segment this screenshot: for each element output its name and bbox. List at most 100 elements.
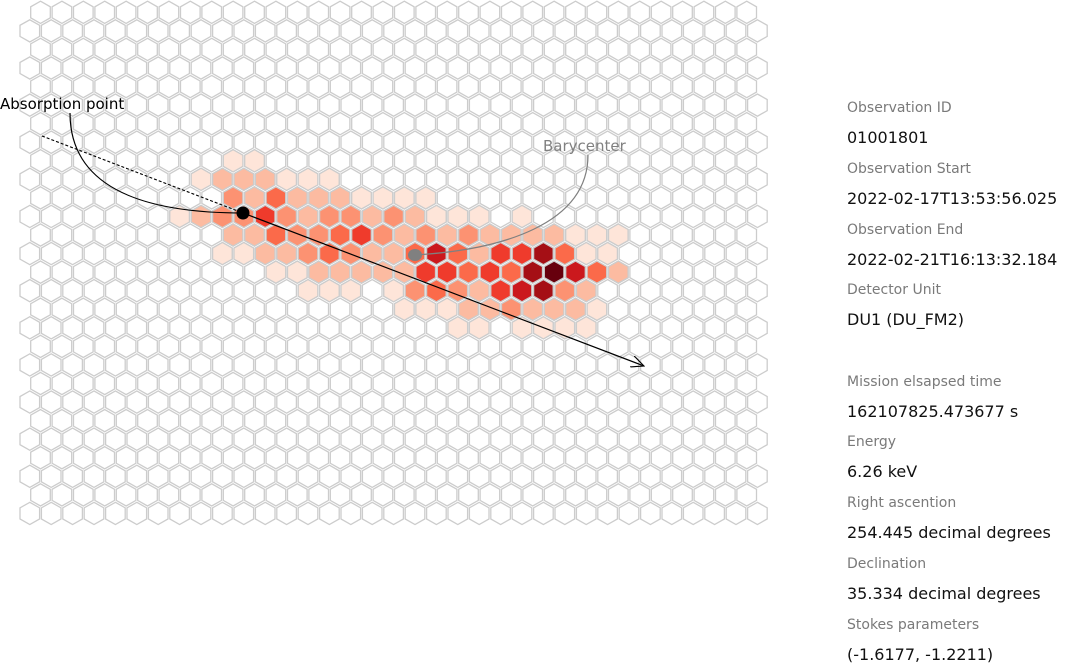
detector-pixel (126, 353, 148, 377)
detector-pixel (83, 501, 105, 526)
detector-pixel (329, 334, 351, 359)
track-pixel (169, 204, 191, 229)
detector-pixel (532, 204, 554, 229)
track-pixel (351, 260, 372, 284)
detector-pixel (618, 93, 640, 117)
detector-pixel (158, 445, 180, 470)
detector-pixel (254, 390, 276, 414)
detector-pixel (618, 427, 640, 452)
detector-pixel (425, 130, 447, 155)
detector-pixel (415, 148, 437, 173)
detector-pixel (736, 445, 758, 470)
detector-pixel (137, 186, 158, 210)
detector-pixel (40, 278, 62, 303)
detector-pixel (479, 371, 501, 396)
detector-pixel (672, 408, 693, 433)
detector-pixel (511, 501, 533, 526)
detector-pixel (458, 111, 479, 136)
track-pixel (415, 186, 437, 210)
detector-pixel (158, 297, 180, 322)
detector-pixel (575, 56, 597, 80)
detector-pixel (147, 130, 169, 155)
detector-pixel (661, 241, 683, 266)
track-pixel (543, 297, 565, 322)
detector-pixel (169, 93, 191, 117)
detector-pixel (286, 483, 308, 507)
detector-pixel (62, 130, 84, 155)
detector-pixel (40, 353, 62, 377)
detector-pixel (682, 353, 704, 377)
detector-pixel (276, 93, 298, 117)
detector-pixel (83, 278, 105, 303)
detector-pixel (94, 111, 116, 136)
detector-pixel (447, 56, 469, 80)
detector-pixel (629, 111, 651, 136)
detector-pixel (104, 130, 126, 155)
detector-pixel (415, 111, 437, 136)
detector-pixel (704, 464, 726, 489)
detector-pixel (704, 501, 726, 526)
detector-pixel (490, 130, 512, 155)
detector-pixel (137, 260, 158, 284)
track-pixel (575, 278, 597, 303)
detector-pixel (222, 74, 244, 99)
detector-pixel (597, 19, 619, 43)
detector-pixel (532, 56, 554, 80)
detector-pixel (126, 501, 148, 526)
detector-pixel (736, 148, 758, 173)
detector-pixel (104, 204, 126, 229)
detector-pixel (72, 260, 94, 284)
track-pixel (458, 223, 479, 247)
detector-pixel (746, 204, 768, 229)
detector-pixel (543, 445, 565, 470)
detector-pixel (736, 483, 758, 507)
detector-pixel (575, 390, 597, 414)
detector-pixel (415, 445, 437, 470)
detector-pixel (190, 278, 212, 303)
detector-pixel (672, 148, 693, 173)
detector-pixel (736, 37, 758, 62)
detector-pixel (468, 390, 490, 414)
detector-pixel (650, 334, 672, 359)
detector-pixel (233, 93, 255, 117)
detector-pixel (30, 74, 51, 99)
detector-pixel (522, 111, 544, 136)
detector-pixel (201, 74, 223, 99)
detector-pixel (19, 315, 41, 340)
detector-pixel (543, 186, 565, 210)
detector-pixel (137, 371, 158, 396)
detector-pixel (265, 37, 287, 62)
detector-pixel (393, 483, 415, 507)
track-pixel (447, 315, 469, 340)
detector-pixel (286, 0, 308, 25)
track-pixel (286, 223, 308, 247)
detector-pixel (83, 204, 105, 229)
detector-pixel (254, 56, 276, 80)
track-pixel (276, 167, 298, 192)
detector-pixel (672, 371, 693, 396)
track-pixel (404, 278, 426, 303)
detector-pixel (115, 111, 137, 136)
detector-pixel (308, 408, 330, 433)
detector-pixel (51, 148, 73, 173)
detector-pixel (404, 464, 426, 489)
detector-pixel (607, 371, 629, 396)
detector-pixel (351, 111, 372, 136)
detector-pixel (126, 464, 148, 489)
track-pixel (511, 204, 533, 229)
detector-pixel (565, 445, 586, 470)
detector-pixel (372, 74, 394, 99)
detector-pixel (543, 111, 565, 136)
detector-pixel (137, 297, 158, 322)
detector-pixel (607, 483, 629, 507)
detector-pixel (286, 297, 308, 322)
track-pixel (554, 278, 576, 303)
detector-pixel (532, 501, 554, 526)
detector-pixel (340, 427, 362, 452)
detector-pixel (126, 427, 148, 452)
detector-pixel (725, 427, 747, 452)
detector-pixel (190, 56, 212, 80)
track-pixel (436, 297, 458, 322)
detector-pixel (115, 0, 137, 25)
detector-pixel (436, 148, 458, 173)
